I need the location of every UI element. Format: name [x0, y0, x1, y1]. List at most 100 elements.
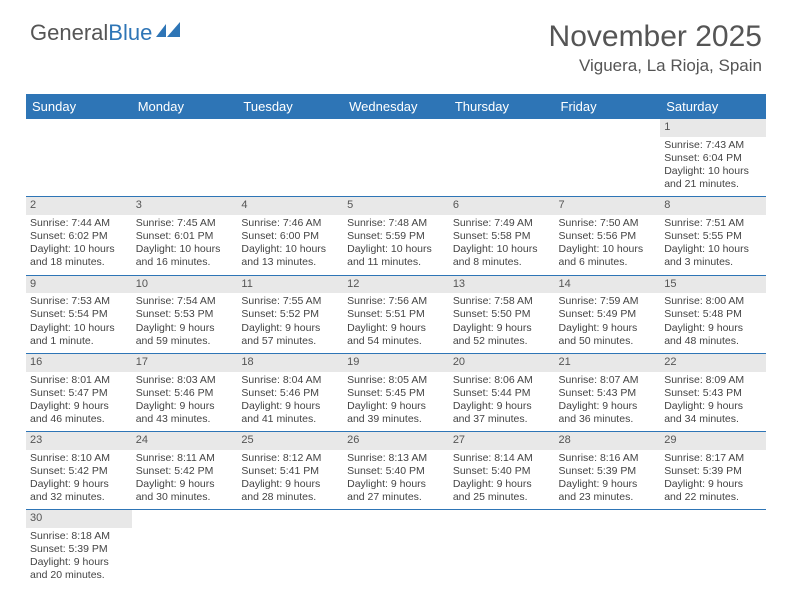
sunset-text: Sunset: 5:39 PM [30, 543, 128, 556]
calendar-cell: 10Sunrise: 7:54 AMSunset: 5:53 PMDayligh… [132, 275, 238, 353]
sunrise-text: Sunrise: 8:00 AM [664, 295, 762, 308]
sunset-text: Sunset: 5:59 PM [347, 230, 445, 243]
logo-text-1: General [30, 20, 108, 46]
calendar-cell: 29Sunrise: 8:17 AMSunset: 5:39 PMDayligh… [660, 432, 766, 510]
sunset-text: Sunset: 5:47 PM [30, 387, 128, 400]
daylight-text: Daylight: 10 hours and 18 minutes. [30, 243, 128, 269]
day-number: 20 [449, 354, 555, 372]
calendar-head: SundayMondayTuesdayWednesdayThursdayFrid… [26, 94, 766, 119]
calendar-cell: 21Sunrise: 8:07 AMSunset: 5:43 PMDayligh… [555, 353, 661, 431]
day-number: 10 [132, 276, 238, 294]
calendar-cell: 30Sunrise: 8:18 AMSunset: 5:39 PMDayligh… [26, 510, 132, 588]
day-number: 19 [343, 354, 449, 372]
sunrise-text: Sunrise: 8:06 AM [453, 374, 551, 387]
header: GeneralBlue November 2025 Viguera, La Ri… [0, 0, 792, 86]
daylight-text: Daylight: 10 hours and 16 minutes. [136, 243, 234, 269]
sunrise-text: Sunrise: 7:50 AM [559, 217, 657, 230]
calendar-cell: 9Sunrise: 7:53 AMSunset: 5:54 PMDaylight… [26, 275, 132, 353]
sunset-text: Sunset: 5:43 PM [664, 387, 762, 400]
sunrise-text: Sunrise: 8:13 AM [347, 452, 445, 465]
daylight-text: Daylight: 10 hours and 1 minute. [30, 322, 128, 348]
calendar-cell: 18Sunrise: 8:04 AMSunset: 5:46 PMDayligh… [237, 353, 343, 431]
day-number: 21 [555, 354, 661, 372]
sunset-text: Sunset: 6:04 PM [664, 152, 762, 165]
sunrise-text: Sunrise: 8:18 AM [30, 530, 128, 543]
calendar-cell: 4Sunrise: 7:46 AMSunset: 6:00 PMDaylight… [237, 197, 343, 275]
sunset-text: Sunset: 5:44 PM [453, 387, 551, 400]
daylight-text: Daylight: 9 hours and 39 minutes. [347, 400, 445, 426]
calendar-cell: 23Sunrise: 8:10 AMSunset: 5:42 PMDayligh… [26, 432, 132, 510]
sunset-text: Sunset: 5:40 PM [453, 465, 551, 478]
sunrise-text: Sunrise: 7:56 AM [347, 295, 445, 308]
daylight-text: Daylight: 10 hours and 8 minutes. [453, 243, 551, 269]
day-number: 28 [555, 432, 661, 450]
sunrise-text: Sunrise: 7:48 AM [347, 217, 445, 230]
daylight-text: Daylight: 9 hours and 46 minutes. [30, 400, 128, 426]
sunset-text: Sunset: 5:49 PM [559, 308, 657, 321]
daylight-text: Daylight: 9 hours and 28 minutes. [241, 478, 339, 504]
day-number: 11 [237, 276, 343, 294]
calendar-cell: 20 Sunrise: 8:06 AMSunset: 5:44 PMDayligh… [449, 353, 555, 431]
daylight-text: Daylight: 9 hours and 20 minutes. [30, 556, 128, 582]
sunset-text: Sunset: 5:51 PM [347, 308, 445, 321]
sunrise-text: Sunrise: 7:46 AM [241, 217, 339, 230]
daylight-text: Daylight: 9 hours and 41 minutes. [241, 400, 339, 426]
sunset-text: Sunset: 5:50 PM [453, 308, 551, 321]
day-number: 24 [132, 432, 238, 450]
sunset-text: Sunset: 5:54 PM [30, 308, 128, 321]
sunrise-text: Sunrise: 8:10 AM [30, 452, 128, 465]
day-number: 14 [555, 276, 661, 294]
calendar-cell [555, 510, 661, 588]
day-number: 2 [26, 197, 132, 215]
daylight-text: Daylight: 9 hours and 43 minutes. [136, 400, 234, 426]
sunset-text: Sunset: 5:58 PM [453, 230, 551, 243]
logo-icon [156, 20, 184, 46]
calendar-cell [660, 510, 766, 588]
calendar-cell [449, 119, 555, 197]
daylight-text: Daylight: 9 hours and 37 minutes. [453, 400, 551, 426]
daylight-text: Daylight: 10 hours and 13 minutes. [241, 243, 339, 269]
day-number: 22 [660, 354, 766, 372]
day-number: 16 [26, 354, 132, 372]
day-header: Wednesday [343, 94, 449, 119]
day-number: 23 [26, 432, 132, 450]
title-block: November 2025 Viguera, La Rioja, Spain [549, 20, 762, 76]
calendar-cell: 15Sunrise: 8:00 AMSunset: 5:48 PMDayligh… [660, 275, 766, 353]
sunrise-text: Sunrise: 7:51 AM [664, 217, 762, 230]
day-number: 8 [660, 197, 766, 215]
daylight-text: Daylight: 9 hours and 52 minutes. [453, 322, 551, 348]
calendar-cell [343, 119, 449, 197]
day-number: 26 [343, 432, 449, 450]
calendar-cell: 27Sunrise: 8:14 AMSunset: 5:40 PMDayligh… [449, 432, 555, 510]
day-number: 3 [132, 197, 238, 215]
daylight-text: Daylight: 10 hours and 21 minutes. [664, 165, 762, 191]
day-number: 15 [660, 276, 766, 294]
daylight-text: Daylight: 9 hours and 57 minutes. [241, 322, 339, 348]
daylight-text: Daylight: 10 hours and 3 minutes. [664, 243, 762, 269]
sunset-text: Sunset: 5:42 PM [136, 465, 234, 478]
day-number: 18 [237, 354, 343, 372]
logo-text-2: Blue [108, 20, 152, 46]
sunrise-text: Sunrise: 8:14 AM [453, 452, 551, 465]
calendar-cell: 7Sunrise: 7:50 AMSunset: 5:56 PMDaylight… [555, 197, 661, 275]
sunrise-text: Sunrise: 8:07 AM [559, 374, 657, 387]
sunrise-text: Sunrise: 8:17 AM [664, 452, 762, 465]
sunset-text: Sunset: 5:56 PM [559, 230, 657, 243]
calendar-cell: 8Sunrise: 7:51 AMSunset: 5:55 PMDaylight… [660, 197, 766, 275]
daylight-text: Daylight: 9 hours and 59 minutes. [136, 322, 234, 348]
day-number: 1 [660, 119, 766, 137]
daylight-text: Daylight: 9 hours and 50 minutes. [559, 322, 657, 348]
calendar-cell: 11Sunrise: 7:55 AMSunset: 5:52 PMDayligh… [237, 275, 343, 353]
daylight-text: Daylight: 9 hours and 36 minutes. [559, 400, 657, 426]
calendar-cell: 26Sunrise: 8:13 AMSunset: 5:40 PMDayligh… [343, 432, 449, 510]
sunrise-text: Sunrise: 8:01 AM [30, 374, 128, 387]
sunrise-text: Sunrise: 8:11 AM [136, 452, 234, 465]
sunrise-text: Sunrise: 8:09 AM [664, 374, 762, 387]
calendar-cell: 22Sunrise: 8:09 AMSunset: 5:43 PMDayligh… [660, 353, 766, 431]
sunset-text: Sunset: 5:48 PM [664, 308, 762, 321]
day-header: Thursday [449, 94, 555, 119]
calendar-cell [237, 510, 343, 588]
day-number: 7 [555, 197, 661, 215]
daylight-text: Daylight: 9 hours and 25 minutes. [453, 478, 551, 504]
logo: GeneralBlue [30, 20, 184, 46]
